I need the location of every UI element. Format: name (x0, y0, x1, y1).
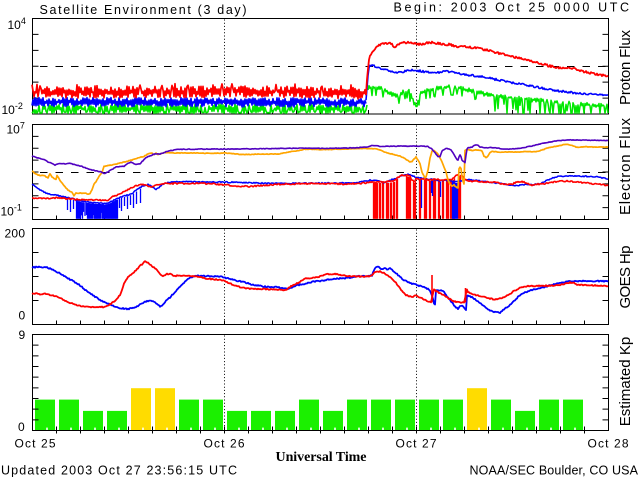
svg-text:0: 0 (18, 420, 25, 434)
svg-text:Electron Flux: Electron Flux (617, 118, 634, 216)
svg-text:Begin: 2003 Oct 25 0000 UTC: Begin: 2003 Oct 25 0000 UTC (394, 1, 630, 15)
svg-text:Oct 26: Oct 26 (204, 437, 245, 451)
svg-text:Universal Time: Universal Time (276, 450, 367, 465)
svg-text:200: 200 (5, 227, 26, 241)
svg-text:Satellite Environment (3 day): Satellite Environment (3 day) (40, 3, 247, 17)
svg-text:Proton Flux: Proton Flux (617, 30, 634, 106)
svg-text:NOAA/SEC Boulder, CO USA: NOAA/SEC Boulder, CO USA (470, 464, 639, 478)
svg-text:Oct 28: Oct 28 (588, 437, 629, 451)
svg-text:9: 9 (19, 328, 26, 342)
svg-text:Oct 25: Oct 25 (15, 437, 56, 451)
svg-text:0: 0 (19, 309, 26, 323)
svg-text:Updated 2003 Oct 27 23:56:15 U: Updated 2003 Oct 27 23:56:15 UTC (1, 464, 237, 478)
svg-text:Estimated Kp: Estimated Kp (617, 337, 634, 427)
svg-text:Oct 27: Oct 27 (396, 437, 437, 451)
svg-text:GOES Hp: GOES Hp (617, 246, 634, 309)
